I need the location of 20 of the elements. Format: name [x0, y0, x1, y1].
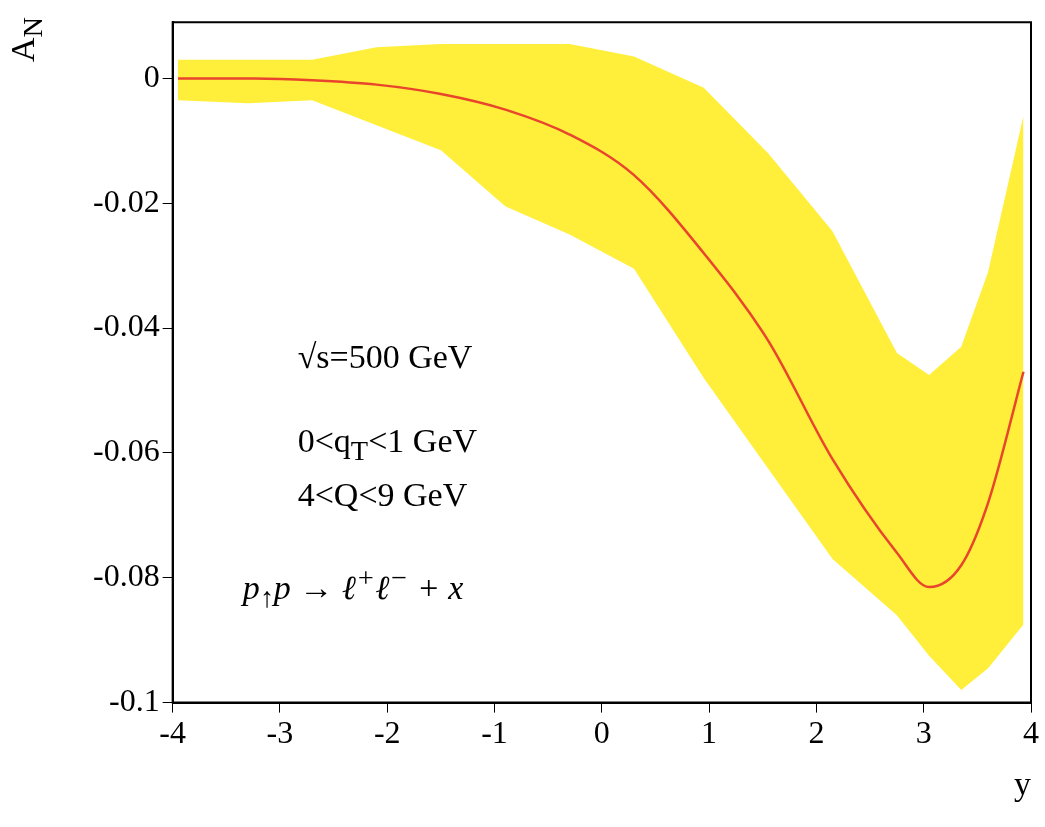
y-tick-label: -0.1 — [109, 682, 160, 719]
x-tick-label: -2 — [373, 714, 401, 751]
annotation: p$_{↑}$p → ℓ$^{+}$ℓ$^{−}$ + x — [242, 561, 464, 614]
annotation: √s=500 GeV — [297, 337, 473, 376]
y-tick-label: -0.04 — [93, 307, 160, 344]
annotation: 0<q$_{T}$<1 GeV — [297, 422, 478, 467]
x-tick-label: 3 — [915, 714, 932, 751]
y-tick-label: -0.08 — [93, 557, 160, 594]
x-tick-label: 0 — [593, 714, 610, 751]
x-tick-label: -3 — [266, 714, 294, 751]
x-tick-label: 2 — [808, 714, 825, 751]
annotation: 4<Q<9 GeV — [297, 476, 468, 515]
y-tick-label: 0 — [143, 57, 160, 94]
y-tick-label: -0.06 — [93, 432, 160, 469]
x-axis-title: y — [1014, 764, 1031, 803]
x-tick-label: 4 — [1023, 714, 1039, 751]
x-tick-label: 1 — [701, 714, 718, 751]
x-tick-label: -1 — [481, 714, 508, 751]
x-tick-label: -4 — [159, 714, 186, 751]
y-tick-label: -0.02 — [93, 182, 160, 219]
